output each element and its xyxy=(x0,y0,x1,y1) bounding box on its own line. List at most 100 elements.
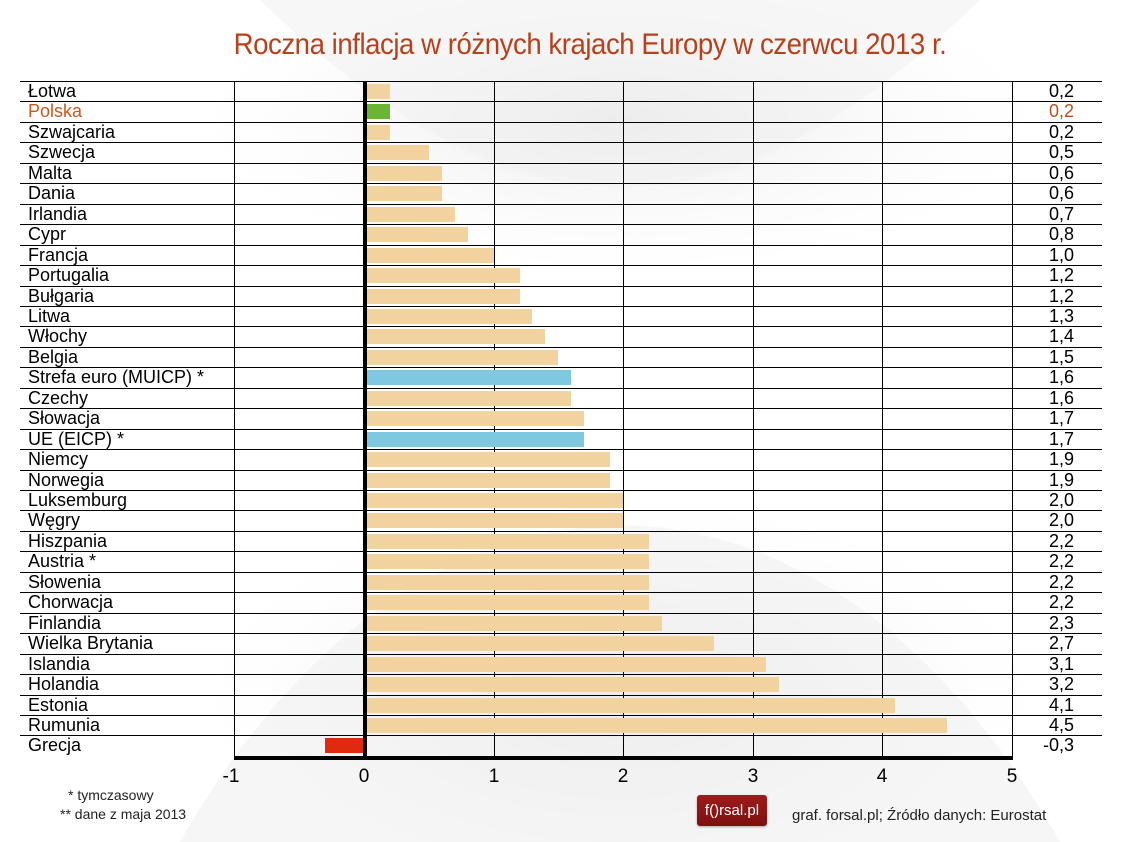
x-axis xyxy=(234,756,1013,760)
row-divider xyxy=(20,613,1102,614)
category-label: Hiszpania xyxy=(28,531,108,551)
value-label: 1,9 xyxy=(1048,470,1074,490)
category-label: Węgry xyxy=(28,510,81,530)
category-label: Irlandia xyxy=(28,204,88,224)
value-label: 0,8 xyxy=(1048,224,1074,244)
row-divider xyxy=(20,306,1102,307)
bar xyxy=(325,738,364,753)
row-divider xyxy=(20,122,1102,123)
row-divider xyxy=(20,163,1102,164)
row-divider xyxy=(20,101,1102,102)
value-label: 0,7 xyxy=(1048,204,1074,224)
row-divider xyxy=(20,408,1102,409)
row-divider xyxy=(20,286,1102,287)
row-divider xyxy=(20,695,1102,696)
row-divider xyxy=(20,572,1102,573)
row-divider xyxy=(20,735,1102,736)
x-tick-label: 4 xyxy=(876,766,888,787)
value-label: 2,0 xyxy=(1048,490,1074,510)
x-tick-label: 3 xyxy=(747,766,759,787)
value-label: -0,3 xyxy=(1042,735,1074,755)
gridline xyxy=(234,81,235,756)
category-label: Włochy xyxy=(28,326,88,346)
row-divider xyxy=(20,510,1102,511)
row-divider xyxy=(20,183,1102,184)
gridline xyxy=(1012,81,1013,756)
row-divider xyxy=(20,245,1102,246)
value-label: 2,2 xyxy=(1048,592,1074,612)
category-label: Słowacja xyxy=(28,408,101,428)
value-label: 1,3 xyxy=(1048,306,1074,326)
gridline xyxy=(623,81,624,756)
row-divider xyxy=(20,715,1102,716)
category-label: Estonia xyxy=(28,695,89,715)
forsal-logo: f()rsal.pl xyxy=(697,795,767,826)
bar xyxy=(366,227,468,242)
bar xyxy=(366,636,714,651)
bar xyxy=(366,309,532,324)
category-label: Francja xyxy=(28,245,89,265)
category-label: Polska xyxy=(28,101,83,121)
bar xyxy=(366,125,390,140)
bar xyxy=(366,493,623,508)
row-divider xyxy=(20,654,1102,655)
value-label: 0,6 xyxy=(1048,163,1074,183)
row-divider xyxy=(20,347,1102,348)
row-divider xyxy=(20,204,1102,205)
footnote-provisional: * tymczasowy xyxy=(68,787,154,803)
category-label: Belgia xyxy=(28,347,79,367)
value-label: 1,4 xyxy=(1048,326,1074,346)
value-label: 1,6 xyxy=(1048,367,1074,387)
category-label: Rumunia xyxy=(28,715,101,735)
row-divider xyxy=(20,592,1102,593)
zero-axis xyxy=(363,81,367,758)
category-label: Grecja xyxy=(28,735,82,755)
bar xyxy=(366,657,766,672)
source-caption: graf. forsal.pl; Źródło danych: Eurostat xyxy=(792,807,1047,824)
category-label: Cypr xyxy=(28,224,67,244)
bar xyxy=(366,391,571,406)
bar xyxy=(366,329,545,344)
bar xyxy=(366,718,947,733)
value-label: 0,2 xyxy=(1048,101,1074,121)
value-label: 2,0 xyxy=(1048,510,1074,530)
row-divider xyxy=(20,224,1102,225)
category-label: Austria * xyxy=(28,551,97,571)
value-label: 1,6 xyxy=(1048,388,1074,408)
bar xyxy=(366,104,390,119)
value-label: 0,2 xyxy=(1048,81,1074,101)
bar xyxy=(366,166,442,181)
bar xyxy=(366,411,584,426)
category-label: Chorwacja xyxy=(28,592,114,612)
category-label: Wielka Brytania xyxy=(28,633,154,653)
bar xyxy=(366,698,895,713)
value-label: 0,6 xyxy=(1048,183,1074,203)
category-label: Malta xyxy=(28,163,73,183)
category-label: Finlandia xyxy=(28,613,102,633)
bar xyxy=(366,677,779,692)
row-divider xyxy=(20,633,1102,634)
category-label: Norwegia xyxy=(28,470,105,490)
row-divider xyxy=(20,326,1102,327)
row-divider xyxy=(20,142,1102,143)
bar xyxy=(366,186,442,201)
x-tick-label: 1 xyxy=(488,766,500,787)
bar xyxy=(366,432,584,447)
value-label: 1,7 xyxy=(1048,429,1074,449)
row-divider xyxy=(20,490,1102,491)
gridline xyxy=(882,81,883,756)
category-label: Luksemburg xyxy=(28,490,128,510)
row-divider xyxy=(20,449,1102,450)
value-label: 3,1 xyxy=(1048,654,1074,674)
bar xyxy=(366,84,390,99)
category-label: Dania xyxy=(28,183,76,203)
bar xyxy=(366,207,455,222)
category-label: Portugalia xyxy=(28,265,110,285)
bar xyxy=(366,350,558,365)
bar xyxy=(366,452,610,467)
value-label: 1,5 xyxy=(1048,347,1074,367)
value-label: 4,1 xyxy=(1048,695,1074,715)
x-tick-label: 5 xyxy=(1006,766,1018,787)
bar xyxy=(366,534,649,549)
